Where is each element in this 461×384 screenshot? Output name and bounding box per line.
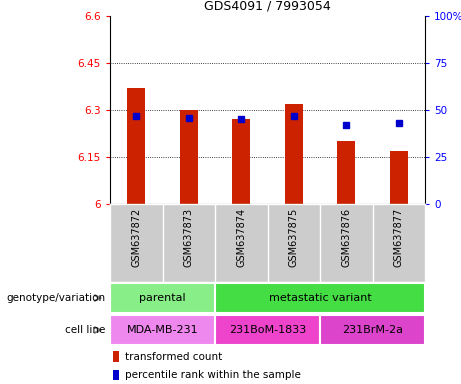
Text: metastatic variant: metastatic variant [269, 293, 372, 303]
Text: percentile rank within the sample: percentile rank within the sample [125, 370, 301, 380]
Text: GSM637875: GSM637875 [289, 208, 299, 267]
Bar [110, 283, 215, 313]
Text: parental: parental [139, 293, 186, 303]
Text: 231BoM-1833: 231BoM-1833 [229, 325, 306, 335]
Text: GSM637876: GSM637876 [341, 208, 351, 267]
Text: GSM637873: GSM637873 [184, 208, 194, 267]
Bar [110, 314, 215, 345]
Bar [215, 314, 320, 345]
Bar [232, 119, 250, 204]
Text: cell line: cell line [65, 325, 106, 335]
Text: GSM637872: GSM637872 [131, 208, 141, 267]
Text: 231BrM-2a: 231BrM-2a [342, 325, 403, 335]
Text: GSM637877: GSM637877 [394, 208, 404, 267]
Bar [215, 283, 425, 313]
Bar [320, 314, 425, 345]
Bar [390, 151, 408, 204]
Text: transformed count: transformed count [125, 352, 222, 362]
Bar [180, 110, 198, 204]
Bar [284, 104, 303, 204]
Title: GDS4091 / 7993054: GDS4091 / 7993054 [204, 0, 331, 12]
Bar [113, 369, 118, 380]
Text: GSM637874: GSM637874 [236, 208, 246, 267]
Bar [113, 351, 118, 362]
Text: genotype/variation: genotype/variation [6, 293, 106, 303]
Text: MDA-MB-231: MDA-MB-231 [127, 325, 198, 335]
Bar [337, 141, 355, 204]
Bar [127, 88, 145, 204]
